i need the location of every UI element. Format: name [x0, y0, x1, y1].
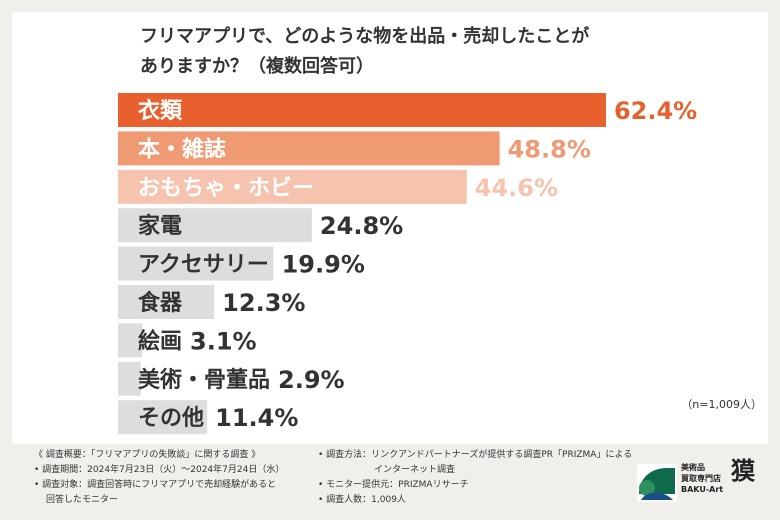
value-label-2: 48.8%	[508, 135, 591, 163]
bar-1	[118, 93, 606, 127]
bar-7	[118, 323, 143, 358]
value-label-6: 12.3%	[222, 289, 305, 317]
survey-target-cont: 回答したモニター	[46, 495, 119, 505]
bar-6	[118, 285, 215, 319]
value-label-7: 3.1%	[190, 327, 257, 355]
survey-target: • 調査対象：調査回答時にフリマアプリで売却経験があると	[34, 480, 277, 490]
category-label-7: 絵画	[138, 328, 182, 354]
bar-5	[118, 246, 274, 281]
survey-summary-left: 《 調査概要：「フリマアプリの失敗談」に関する調査 》 • 調査期間：2024年…	[34, 448, 284, 508]
survey-heading: 《 調査概要：「フリマアプリの失敗談」に関する調査 》	[34, 450, 261, 460]
chart-title-line-2: ありますか？（複数回答可）	[140, 56, 374, 77]
value-label-5: 19.9%	[282, 251, 365, 279]
chart-title-line-1: フリマアプリで、どのような物を出品・売却したことが	[140, 26, 590, 47]
survey-count: • 調査人数：1,009人	[318, 495, 406, 505]
category-label-8: 美術・骨董品	[138, 367, 270, 393]
survey-period: • 調査期間：2024年7月23日（火）～2024年7月24日（水）	[34, 465, 285, 475]
logo-kanji: 獏	[731, 457, 755, 485]
logo-line-2: 買取専門店	[681, 474, 721, 483]
category-label-4: 家電	[138, 213, 182, 239]
logo-text: 美術品 買取専門店 BAKU-Art	[681, 462, 723, 495]
value-label-1: 62.4%	[614, 97, 697, 125]
logo-line-1: 美術品	[681, 463, 705, 472]
sample-size-note: （n=1,009人）	[681, 398, 762, 411]
logo-line-3: BAKU-Art	[681, 485, 724, 494]
baku-logo-mark-icon	[637, 464, 677, 502]
value-label-8: 2.9%	[278, 366, 345, 394]
survey-summary-right: • 調査方法：リンクアンドパートナーズが提供する調査PR「PRIZMA」による …	[318, 448, 632, 508]
survey-method-cont: インターネット調査	[374, 465, 456, 475]
value-label-4: 24.8%	[320, 212, 403, 240]
bar-2	[118, 131, 500, 166]
chart-title: フリマアプリで、どのような物を出品・売却したことが ありますか？（複数回答可）	[140, 22, 700, 82]
category-label-6: 食器	[138, 290, 183, 316]
survey-footer: 《 調査概要：「フリマアプリの失敗談」に関する調査 》 • 調査期間：2024年…	[0, 444, 780, 520]
value-label-3: 44.6%	[475, 174, 558, 202]
bar-3	[118, 169, 467, 204]
category-label-2: 本・雑誌	[138, 136, 226, 162]
value-label-9: 11.4%	[215, 404, 298, 432]
bar-8	[118, 361, 141, 396]
bar-9	[118, 400, 208, 435]
bar-4	[118, 208, 312, 243]
survey-method: • 調査方法：リンクアンドパートナーズが提供する調査PR「PRIZMA」による	[318, 450, 633, 460]
category-label-1: 衣類	[138, 98, 183, 124]
survey-monitor: • モニター提供元：PRIZMAリサーチ	[318, 480, 469, 490]
category-label-9: その他	[138, 406, 204, 431]
category-label-5: アクセサリー	[138, 253, 269, 278]
category-label-3: おもちゃ・ホビー	[138, 176, 314, 201]
baku-art-logo: 美術品 買取専門店 BAKU-Art 獏	[637, 457, 777, 506]
